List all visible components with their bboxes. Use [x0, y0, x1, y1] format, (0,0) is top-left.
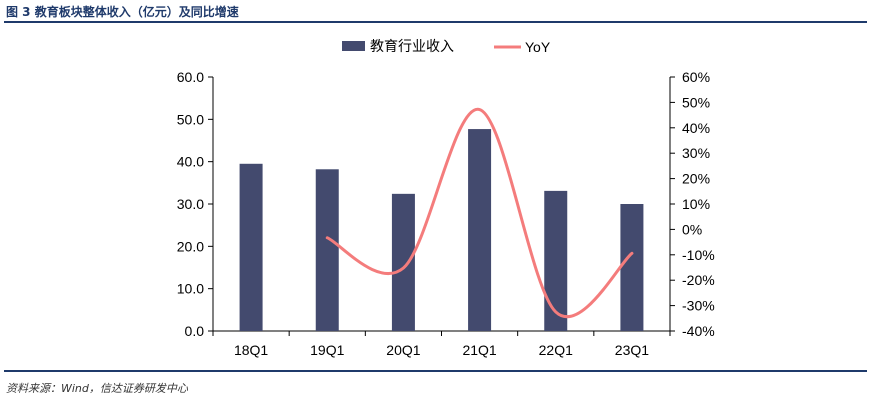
- yoy-line-layer: [325, 107, 634, 319]
- left-tick-label: 0.0: [185, 323, 205, 339]
- revenue-bar: [315, 169, 339, 331]
- left-tick-label: 60.0: [177, 69, 204, 85]
- source-rule: [4, 370, 867, 372]
- right-tick-label: -10%: [682, 247, 715, 263]
- legend-line-label: YoY: [525, 39, 551, 55]
- revenue-bar: [620, 204, 644, 331]
- yoy-line: [325, 107, 634, 319]
- right-tick-label: -20%: [682, 272, 715, 288]
- title-rule: [4, 21, 867, 23]
- left-tick-label: 10.0: [177, 281, 204, 297]
- legend-bar-swatch: [342, 41, 365, 51]
- x-tick-label: 20Q1: [386, 342, 420, 358]
- source-note: 资料来源：Wind，信达证券研发中心: [6, 382, 188, 395]
- x-tick-label: 19Q1: [310, 342, 344, 358]
- x-tick-label: 22Q1: [539, 342, 573, 358]
- right-tick-label: 30%: [682, 145, 710, 161]
- right-tick-label: -30%: [682, 298, 715, 314]
- right-tick-label: 50%: [682, 94, 710, 110]
- right-tick-label: -40%: [682, 323, 715, 339]
- x-tick-label: 21Q1: [462, 342, 496, 358]
- x-tick-label: 23Q1: [615, 342, 649, 358]
- left-tick-label: 40.0: [177, 154, 204, 170]
- chart-legend: 教育行业收入 YoY: [342, 38, 551, 55]
- right-tick-label: 40%: [682, 120, 710, 136]
- right-tick-label: 20%: [682, 171, 710, 187]
- x-tick-labels: 18Q1 19Q1 20Q1 21Q1 22Q1 23Q1: [234, 342, 649, 358]
- legend-bar-label: 教育行业收入: [370, 38, 454, 54]
- revenue-bars: [239, 129, 644, 331]
- right-tick-label: 0%: [682, 221, 702, 237]
- left-tick-label: 50.0: [177, 111, 204, 127]
- x-tick-label: 18Q1: [234, 342, 268, 358]
- revenue-bar: [239, 163, 263, 331]
- left-tick-label: 30.0: [177, 196, 204, 212]
- revenue-bar: [544, 190, 568, 331]
- revenue-bar: [468, 129, 492, 331]
- right-tick-label: 10%: [682, 196, 710, 212]
- chart-axes: 0.0 10.0 20.0 30.0 40.0 50.0 60.0 -40% -30% -20% -…: [177, 69, 715, 339]
- figure-title: 图 3 教育板块整体收入（亿元）及同比增速: [6, 5, 239, 19]
- right-tick-label: 60%: [682, 69, 710, 85]
- left-tick-label: 20.0: [177, 238, 204, 254]
- revenue-bar: [391, 193, 415, 331]
